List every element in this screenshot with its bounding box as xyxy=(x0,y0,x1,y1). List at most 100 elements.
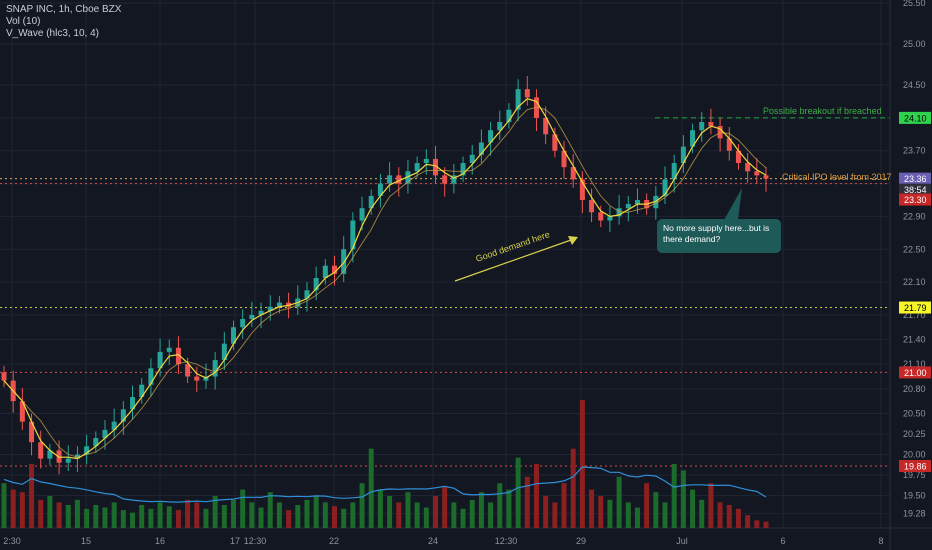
callout-note: No more supply here...but is there deman… xyxy=(657,219,781,253)
candle-body xyxy=(304,290,310,299)
candle-body xyxy=(653,195,659,209)
candle-body xyxy=(625,204,631,209)
volume-bar xyxy=(625,502,631,528)
candle-body xyxy=(662,179,668,196)
candle-body xyxy=(377,183,383,196)
candle-body xyxy=(708,121,714,127)
volume-bar xyxy=(763,521,769,528)
volume-bar xyxy=(745,515,751,528)
candle-body xyxy=(1,372,7,381)
volume-bar xyxy=(368,448,374,528)
volume-bar xyxy=(56,502,62,528)
candle-body xyxy=(130,397,136,410)
volume-bar xyxy=(322,502,328,528)
x-tick-label: 6 xyxy=(780,536,785,546)
volume-bar xyxy=(258,507,264,528)
x-tick-label: 24 xyxy=(428,536,438,546)
volume-bar xyxy=(157,502,163,528)
candle-body xyxy=(332,265,338,274)
volume-bar xyxy=(175,510,181,528)
candle-body xyxy=(506,109,512,122)
volume-bar xyxy=(634,507,640,528)
candle-body xyxy=(139,384,145,398)
candle-body xyxy=(634,199,640,205)
y-tick-label: 25.00 xyxy=(903,39,926,49)
price-tag-label: 21.00 xyxy=(904,368,927,378)
volume-bar xyxy=(497,483,503,528)
volume-bar xyxy=(350,502,356,528)
volume-bar xyxy=(699,499,705,528)
volume-bar xyxy=(533,464,539,528)
volume-bar xyxy=(561,483,567,528)
volume-bar xyxy=(185,499,191,528)
y-tick-label: 25.50 xyxy=(903,0,926,8)
volume-bar xyxy=(552,502,558,528)
candle-body xyxy=(38,442,44,459)
candle-body xyxy=(322,265,328,278)
y-tick-label: 22.10 xyxy=(903,277,926,287)
volume-bar xyxy=(304,499,310,528)
legend-volume: Vol (10) xyxy=(6,16,41,27)
volume-bar xyxy=(139,504,145,528)
candle-body xyxy=(19,401,25,422)
demand-arrowhead xyxy=(568,236,578,245)
callout-pointer xyxy=(724,188,742,220)
volume-bar xyxy=(74,499,80,528)
volume-bar xyxy=(84,508,90,528)
candle-body xyxy=(175,347,181,365)
ipo-level-annotation: Critical IPO level from 2017 xyxy=(782,172,892,182)
x-tick-label: 8 xyxy=(878,536,883,546)
volume-bar xyxy=(19,492,25,528)
x-tick-label: 12:30 xyxy=(244,536,267,546)
volume-bar xyxy=(93,504,99,528)
volume-bar xyxy=(460,508,466,528)
y-tick-label: 22.50 xyxy=(903,244,926,254)
candle-body xyxy=(442,175,448,184)
price-tag xyxy=(899,366,931,379)
volume-bar xyxy=(488,502,494,528)
volume-bar xyxy=(341,508,347,528)
x-tick-label: 17 xyxy=(230,536,240,546)
volume-bar xyxy=(286,510,292,528)
candle-body xyxy=(754,171,760,176)
price-tag xyxy=(899,193,931,206)
y-tick-label: 20.00 xyxy=(903,450,926,460)
candle-body xyxy=(29,421,35,443)
breakout-annotation: Possible breakout if breached xyxy=(763,106,882,116)
candle-body xyxy=(515,89,521,110)
candle-body xyxy=(249,314,255,320)
x-tick-label: 12:30 xyxy=(495,536,518,546)
volume-bar xyxy=(10,489,16,528)
candle-body xyxy=(157,351,163,369)
candle-body xyxy=(598,212,604,221)
y-tick-label: 23.70 xyxy=(903,146,926,156)
candle-body xyxy=(350,220,356,250)
volume-bar xyxy=(726,504,732,528)
candle-body xyxy=(240,319,246,328)
volume-bar xyxy=(396,502,402,528)
candle-body xyxy=(579,179,585,200)
volume-bar xyxy=(148,508,154,528)
volume-bar xyxy=(47,496,53,528)
x-tick-label: Jul xyxy=(676,536,688,546)
price-tag xyxy=(899,111,931,124)
volume-bar xyxy=(653,492,659,528)
volume-bar xyxy=(387,496,393,528)
volume-bar xyxy=(506,489,512,528)
candle-body xyxy=(745,163,751,172)
demand-arrow xyxy=(454,239,572,282)
y-tick-label: 20.80 xyxy=(903,384,926,394)
volume-bar xyxy=(671,464,677,528)
legend-symbol: SNAP INC, 1h, Cboe BZX xyxy=(6,4,122,15)
price-tag xyxy=(899,460,931,472)
candle-body xyxy=(359,208,365,221)
volume-bar xyxy=(295,504,301,528)
candle-body xyxy=(561,150,567,168)
volume-bar xyxy=(1,483,7,528)
price-tag-label: 23.36 xyxy=(904,174,927,184)
y-tick-label: 19.28 xyxy=(903,509,926,519)
volume-bar xyxy=(166,506,172,528)
price-tag-label: 38:54 xyxy=(904,185,927,195)
